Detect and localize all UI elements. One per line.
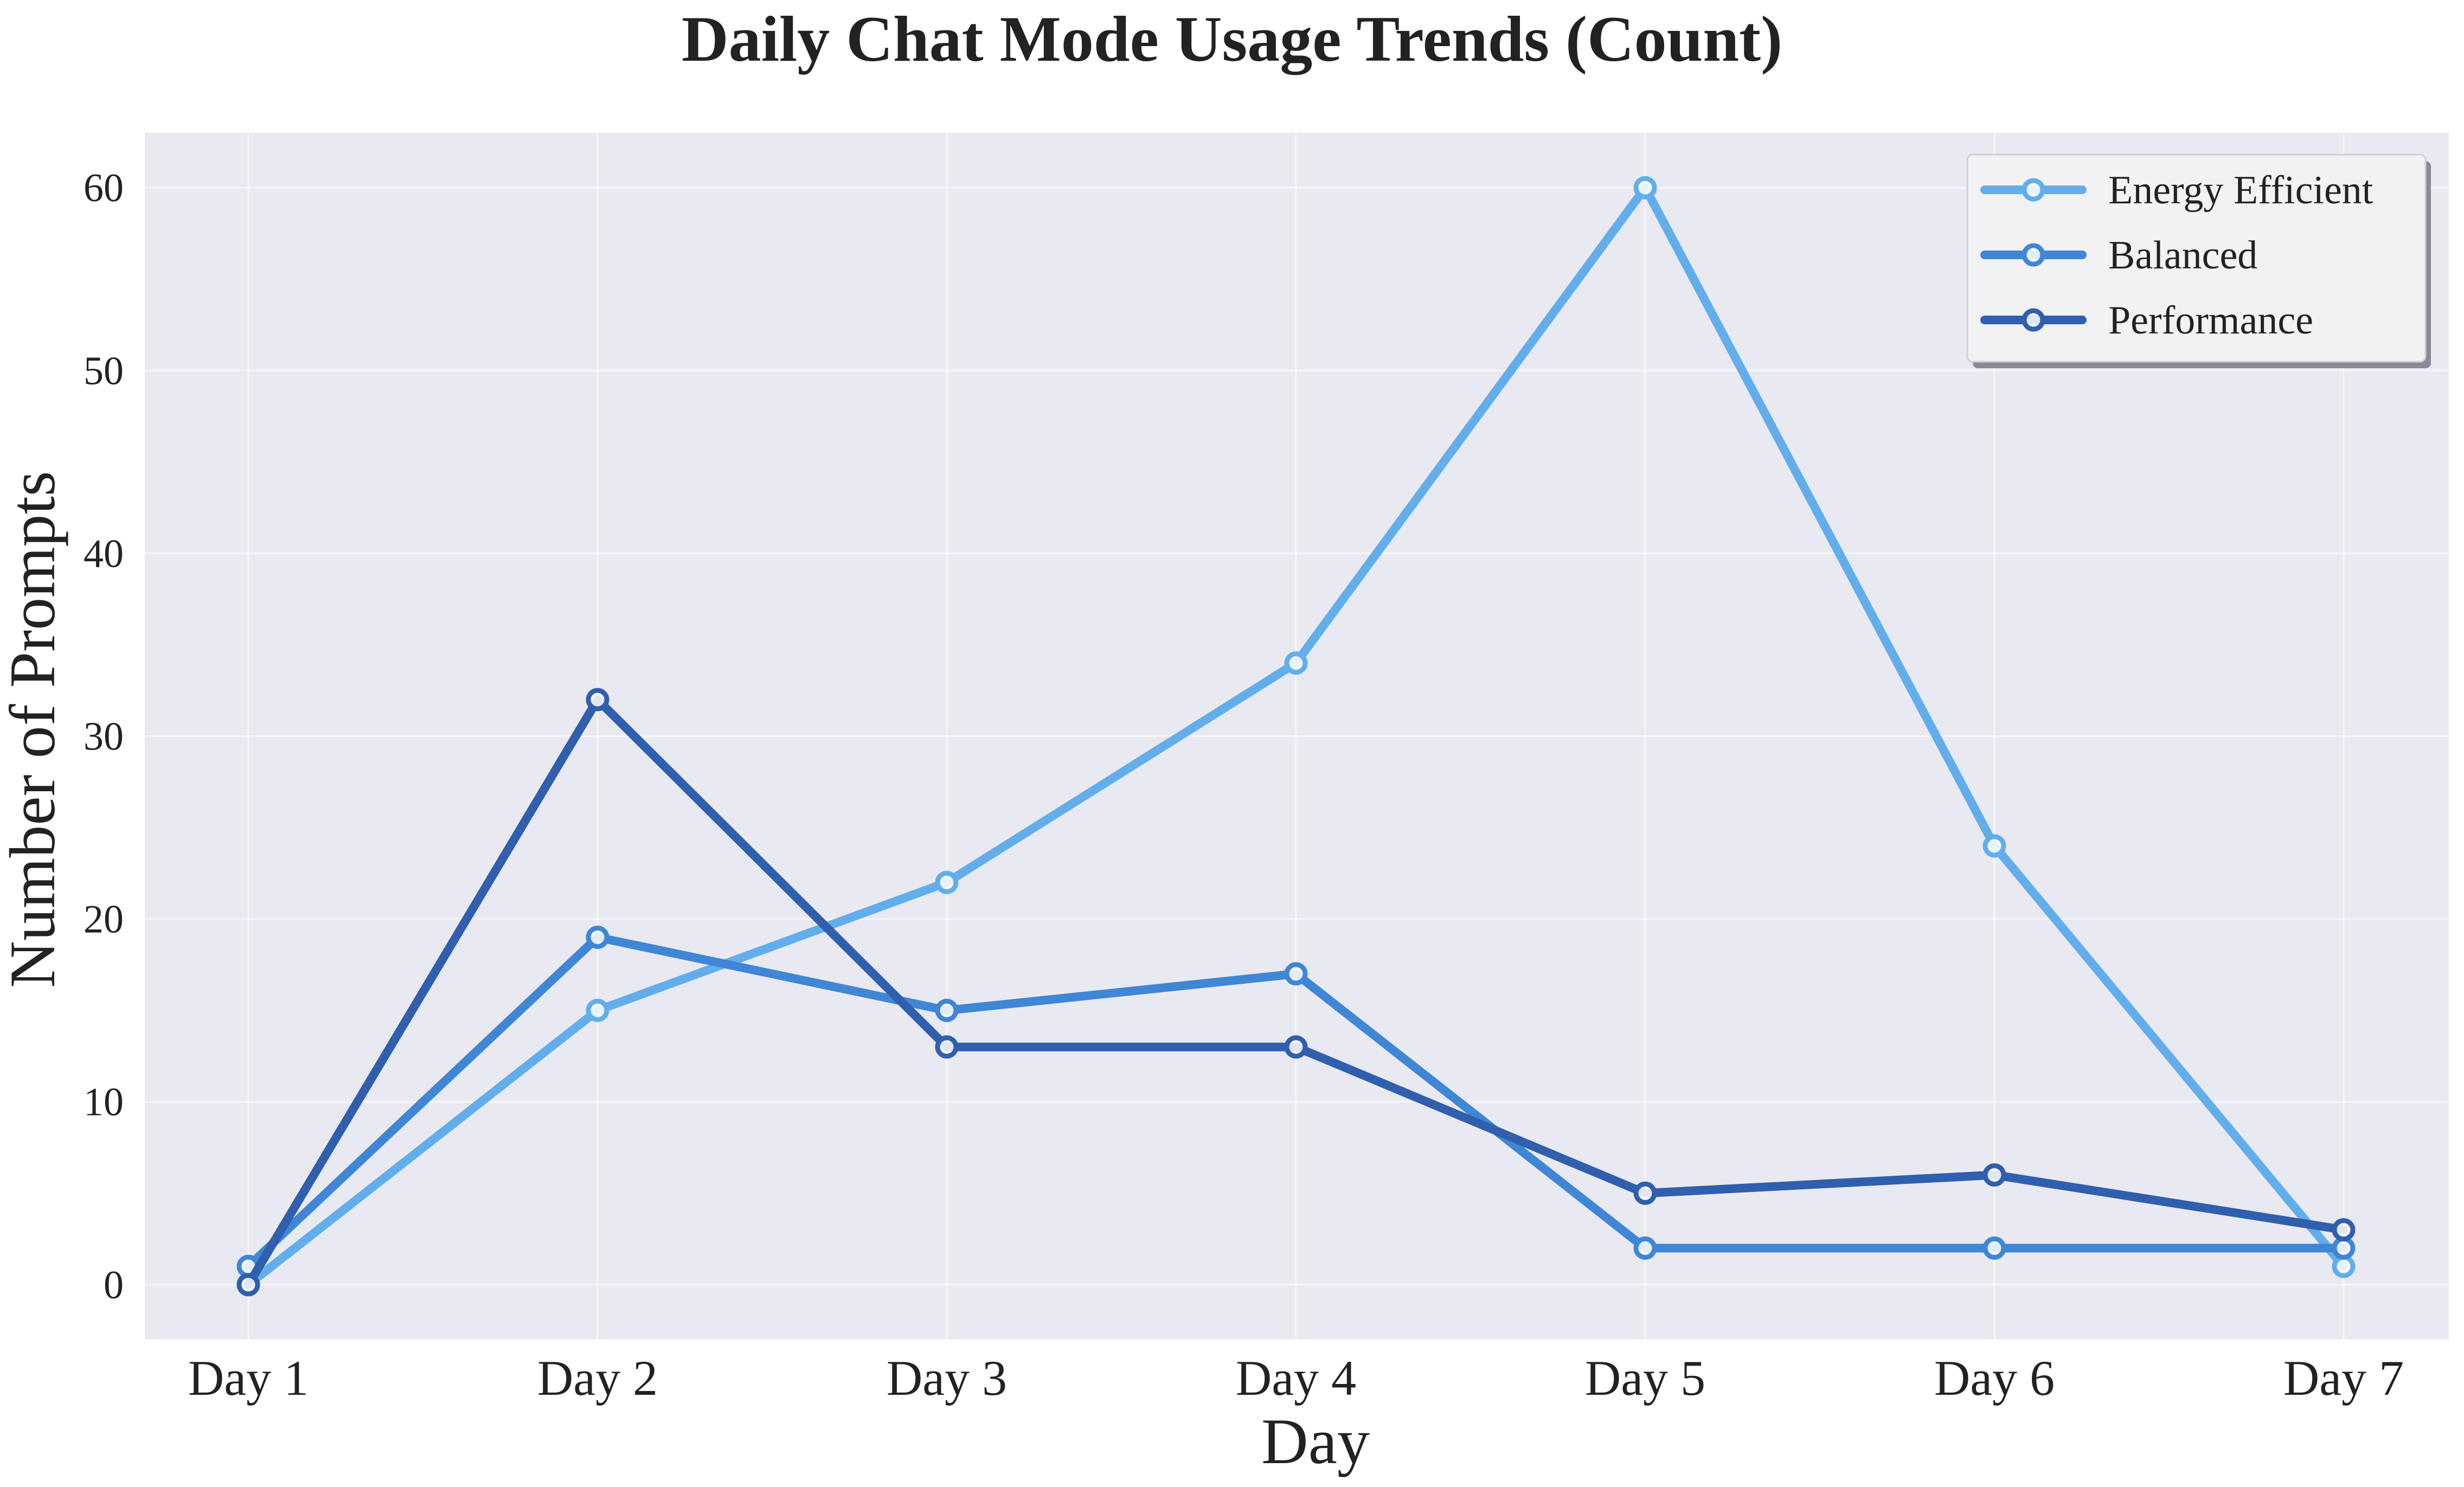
data-point-energy-efficient (1284, 651, 1308, 675)
x-tick-label: Day 7 (2283, 1350, 2404, 1406)
data-point-balanced (1633, 1236, 1657, 1260)
y-tick-label: 10 (84, 1080, 124, 1125)
y-axis-title: Number of Prompts (0, 471, 68, 988)
grid-lines (145, 133, 2449, 1339)
y-tick-label: 50 (84, 349, 124, 393)
series-performance (236, 688, 2356, 1297)
legend-marker-energy-efficient (2022, 178, 2045, 202)
series-lines (236, 176, 2356, 1297)
x-tick-label: Day 4 (1236, 1350, 1356, 1406)
legend: Energy Efficient Balanced Performance (1966, 153, 2431, 368)
legend-item-performance: Performance (1980, 298, 2313, 343)
series-energy-efficient (236, 176, 2356, 1297)
series-balanced (236, 925, 2356, 1278)
x-tick-label: Day 6 (1934, 1350, 2055, 1406)
legend-marker-balanced (2022, 243, 2045, 267)
data-point-performance (1284, 1035, 1308, 1059)
data-point-performance (236, 1273, 260, 1297)
x-tick-label: Day 3 (887, 1350, 1007, 1406)
data-point-performance (2332, 1218, 2356, 1242)
legend-label-performance: Performance (2108, 298, 2313, 343)
data-point-balanced (586, 925, 609, 949)
data-point-energy-efficient (1633, 176, 1657, 200)
legend-marker-performance (2022, 308, 2045, 332)
data-point-balanced (935, 998, 959, 1022)
x-tick-label: Day 2 (537, 1350, 658, 1406)
y-tick-label: 60 (84, 166, 124, 210)
data-point-energy-efficient (586, 998, 609, 1022)
legend-label-balanced: Balanced (2108, 233, 2257, 278)
y-tick-label: 0 (104, 1263, 124, 1307)
y-tick-label: 40 (84, 531, 124, 576)
x-tick-label: Day 1 (188, 1350, 309, 1406)
x-axis-ticks: Day 1 Day 2 Day 3 Day 4 Day 5 Day 6 Day 7 (188, 1350, 2404, 1406)
y-tick-label: 20 (84, 898, 124, 942)
y-tick-label: 30 (84, 715, 124, 759)
legend-item-balanced: Balanced (1980, 233, 2257, 278)
data-point-performance (586, 688, 609, 712)
y-axis-ticks: 0 10 20 30 40 50 60 (84, 166, 124, 1307)
data-point-balanced (1284, 962, 1308, 986)
chart-title: Daily Chat Mode Usage Trends (Count) (682, 3, 1782, 75)
x-tick-label: Day 5 (1585, 1350, 1705, 1406)
data-point-balanced (1982, 1236, 2006, 1260)
data-point-energy-efficient (935, 870, 959, 894)
data-point-balanced (2332, 1236, 2356, 1260)
data-point-performance (1633, 1181, 1657, 1205)
legend-label-energy-efficient: Energy Efficient (2108, 168, 2373, 213)
legend-item-energy-efficient: Energy Efficient (1980, 168, 2373, 213)
data-point-energy-efficient (2332, 1254, 2356, 1278)
data-point-performance (935, 1035, 959, 1059)
x-axis-title: Day (1261, 1405, 1370, 1477)
data-point-performance (1982, 1163, 2006, 1187)
legend-box (1966, 153, 2427, 363)
data-point-energy-efficient (1982, 834, 2006, 858)
